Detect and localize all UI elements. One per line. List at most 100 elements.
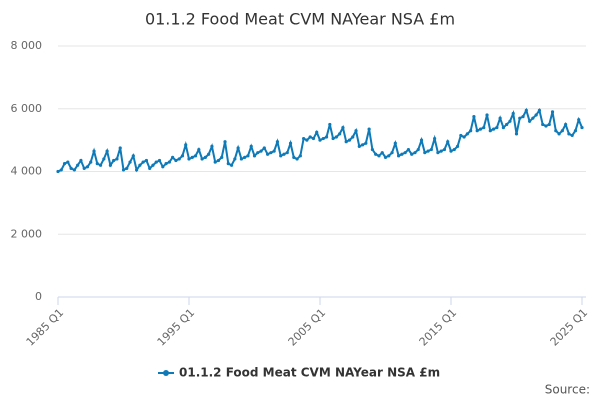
point <box>279 154 283 158</box>
point <box>243 155 247 159</box>
y-tick-label: 0 <box>35 290 42 303</box>
point <box>252 154 257 158</box>
point <box>426 149 430 153</box>
point <box>161 165 165 169</box>
point <box>354 129 358 133</box>
point <box>233 157 237 161</box>
point <box>298 154 302 158</box>
point <box>564 122 568 127</box>
point <box>485 113 489 117</box>
point <box>135 168 139 172</box>
point <box>518 116 522 120</box>
point <box>436 151 440 155</box>
point <box>259 149 263 153</box>
point <box>501 125 505 130</box>
point <box>577 118 581 122</box>
point <box>475 129 479 133</box>
point <box>524 108 528 112</box>
point <box>213 160 217 164</box>
point <box>98 163 103 167</box>
point <box>338 132 342 136</box>
point <box>177 157 181 161</box>
point <box>374 152 378 156</box>
point <box>328 122 332 127</box>
point <box>256 151 260 155</box>
y-tick-label: 8 000 <box>11 39 43 52</box>
point <box>537 108 542 112</box>
point <box>442 147 447 152</box>
point <box>95 162 99 166</box>
x-tick-label: 2005 Q1 <box>286 306 329 349</box>
point <box>282 152 286 156</box>
point <box>580 125 584 130</box>
point <box>285 151 289 155</box>
legend-marker <box>163 370 169 376</box>
point <box>302 136 306 141</box>
point <box>216 158 221 163</box>
point <box>102 157 106 161</box>
point <box>357 144 361 148</box>
point <box>148 166 152 170</box>
point <box>380 151 384 155</box>
point <box>125 166 129 170</box>
point <box>423 151 427 155</box>
point <box>262 146 266 150</box>
point <box>311 136 316 141</box>
point <box>491 127 496 131</box>
point <box>495 125 499 130</box>
point <box>429 147 433 152</box>
point <box>190 155 194 159</box>
point <box>406 147 411 152</box>
point <box>449 149 453 153</box>
point <box>324 135 329 139</box>
point <box>400 152 404 156</box>
y-tick-label: 4 000 <box>11 165 43 178</box>
point <box>498 116 502 120</box>
legend-label: 01.1.2 Food Meat CVM NAYear NSA £m <box>179 366 440 380</box>
point <box>472 114 476 119</box>
point <box>446 140 450 144</box>
point <box>505 122 509 127</box>
point <box>115 157 119 161</box>
point <box>308 135 312 139</box>
point <box>76 163 80 167</box>
point <box>157 158 162 163</box>
point <box>62 162 67 166</box>
point <box>92 149 96 153</box>
point <box>72 168 76 172</box>
point <box>370 147 374 152</box>
point <box>236 146 240 150</box>
point <box>272 149 276 153</box>
point <box>534 113 538 117</box>
point <box>141 160 145 164</box>
point <box>249 144 253 148</box>
point <box>180 154 185 158</box>
point <box>305 138 309 142</box>
point <box>334 135 338 139</box>
point <box>570 133 574 138</box>
point <box>128 160 132 164</box>
point <box>318 138 322 142</box>
point <box>112 158 116 163</box>
point <box>321 136 325 141</box>
point <box>292 155 296 159</box>
point <box>105 149 109 153</box>
point <box>347 138 352 142</box>
point <box>69 166 73 170</box>
x-tick-label: 1985 Q1 <box>24 306 67 349</box>
point <box>508 119 512 123</box>
point <box>154 160 158 164</box>
point <box>171 155 175 159</box>
point <box>567 132 571 136</box>
point <box>557 132 561 136</box>
point <box>528 119 532 123</box>
point <box>344 140 348 144</box>
point <box>511 111 515 116</box>
point <box>541 122 545 127</box>
point <box>573 129 578 133</box>
point <box>390 151 394 155</box>
point <box>331 136 335 141</box>
point <box>465 132 469 136</box>
point <box>193 154 198 158</box>
point <box>275 140 280 144</box>
